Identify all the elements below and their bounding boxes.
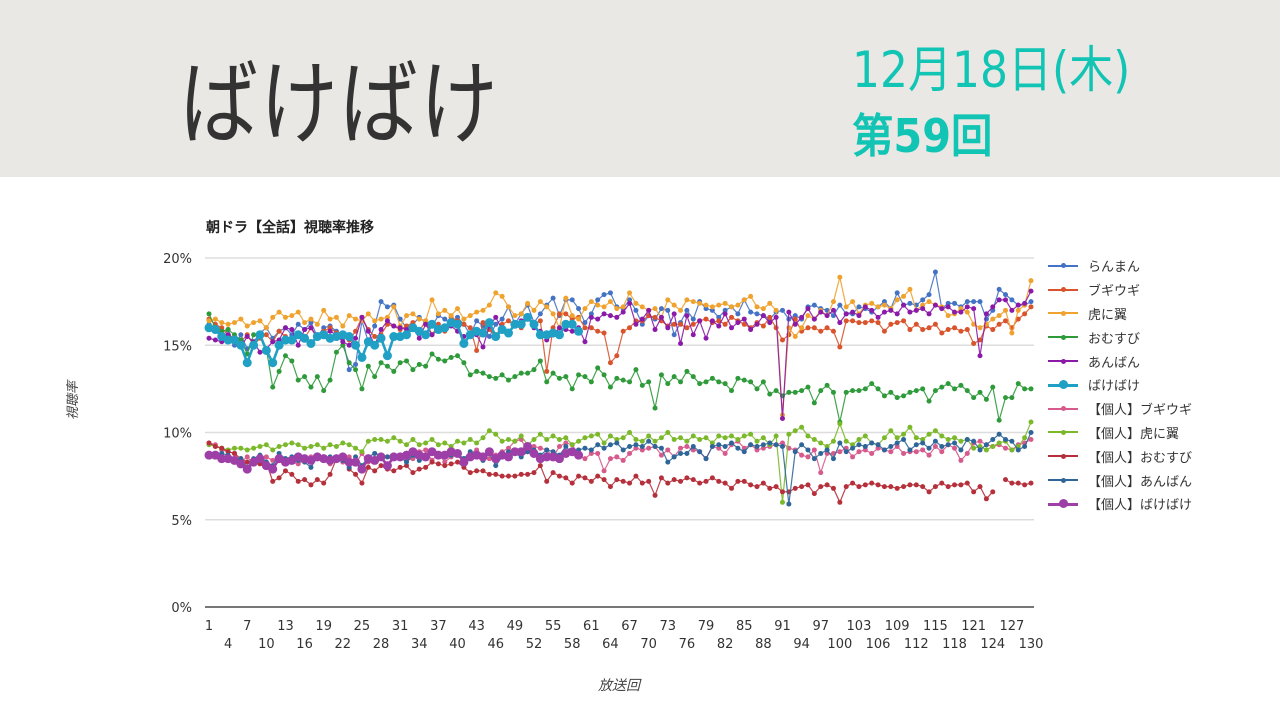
series-line [206,288,1034,422]
x-tick-label: 85 [736,619,753,634]
y-tick-label: 5% [171,514,192,529]
x-tick-label: 109 [885,619,910,634]
x-tick-label: 91 [774,619,791,634]
series-line [206,419,1034,505]
legend-item[interactable]: 【個人】おむすび [1048,444,1192,468]
x-tick-label: 58 [564,637,581,652]
x-tick-label: 100 [827,637,852,652]
x-tick-label: 55 [545,619,562,634]
x-tick-label: 22 [335,637,352,652]
legend-label: ブギウギ [1088,284,1141,300]
x-tick-label: 31 [392,619,409,634]
legend-label: らんまん [1088,260,1141,276]
x-tick-label: 97 [812,619,829,634]
x-tick-label: 16 [296,637,313,652]
legend-label: 【個人】虎に翼 [1088,426,1180,442]
series-line [204,441,584,474]
legend-label: 虎に翼 [1088,307,1128,323]
legend-line-marker-icon [1048,285,1078,295]
series-line [204,312,584,368]
x-tick-label: 40 [449,637,466,652]
x-tick-label: 49 [507,619,524,634]
x-tick-label: 124 [980,637,1005,652]
legend-item[interactable]: らんまん [1048,254,1192,278]
series-line [206,274,1034,418]
legend-label: ばけばけ [1088,379,1141,395]
x-tick-label: 82 [717,637,734,652]
x-tick-label: 79 [698,619,715,634]
chart-legend: らんまんブギウギ虎に翼おむすびあんばんばけばけ【個人】ブギウギ 【個人】虎に翼 【個… [1048,254,1192,516]
x-tick-label: 76 [679,637,696,652]
x-tick-label: 67 [621,619,638,634]
air-date: 12月18日(木) [852,41,1131,99]
legend-line-marker-icon [1048,427,1078,437]
x-tick-label: 7 [243,619,251,634]
x-tick-label: 61 [583,619,600,634]
x-tick-label: 25 [354,619,371,634]
y-tick-label: 15% [163,339,192,354]
x-tick-label: 10 [258,637,275,652]
chart-title: 朝ドラ【全話】視聴率推移 [206,220,374,236]
legend-item[interactable]: おむすび [1048,325,1192,349]
legend-line-marker-icon [1048,451,1078,461]
show-title: ばけばけ [180,51,500,158]
legend-label: 【個人】おむすび [1088,450,1193,466]
x-tick-label: 130 [1019,637,1044,652]
x-tick-label: 118 [942,637,967,652]
y-tick-label: 0% [171,601,192,616]
x-tick-label: 1 [205,619,213,634]
legend-line-marker-icon [1048,332,1078,342]
x-tick-label: 88 [755,637,772,652]
legend-line-marker-icon [1048,404,1078,414]
x-tick-label: 115 [923,619,948,634]
y-tick-label: 10% [163,427,192,442]
x-tick-label: 112 [904,637,929,652]
x-tick-label: 70 [640,637,657,652]
x-axis-label: 放送回 [598,678,640,694]
legend-line-marker-icon [1048,380,1078,390]
series-line [206,430,1034,507]
legend-line-marker-icon [1048,499,1078,509]
episode-number: 第59回 [852,109,993,163]
legend-item[interactable]: 【個人】虎に翼 [1048,421,1192,445]
legend-label: おむすび [1088,331,1141,347]
legend-line-marker-icon [1048,261,1078,271]
legend-item[interactable]: 【個人】ばけばけ [1048,492,1192,516]
x-tick-label: 28 [373,637,390,652]
y-tick-label: 20% [163,252,192,267]
legend-item[interactable]: 【個人】ブギウギ [1048,397,1192,421]
x-tick-label: 46 [487,637,504,652]
x-tick-label: 19 [315,619,332,634]
legend-item[interactable]: 虎に翼 [1048,302,1192,326]
x-tick-label: 13 [277,619,294,634]
legend-item[interactable]: あんばん [1048,349,1192,373]
x-tick-label: 52 [526,637,543,652]
legend-label: 【個人】ブギウギ [1088,403,1193,419]
legend-item[interactable]: 【個人】あんばん [1048,468,1192,492]
x-tick-label: 73 [660,619,677,634]
x-tick-label: 34 [411,637,428,652]
x-tick-label: 43 [468,619,485,634]
x-tick-label: 103 [847,619,872,634]
legend-item[interactable]: ばけばけ [1048,373,1192,397]
legend-line-marker-icon [1048,475,1078,485]
legend-line-marker-icon [1048,356,1078,366]
x-tick-label: 127 [999,619,1024,634]
header-banner: ばけばけ 12月18日(木) 第59回 [0,0,1280,177]
x-tick-label: 64 [602,637,619,652]
x-tick-label: 37 [430,619,447,634]
legend-item[interactable]: ブギウギ [1048,278,1192,302]
legend-line-marker-icon [1048,308,1078,318]
legend-label: あんばん [1088,355,1141,371]
x-tick-label: 4 [224,637,232,652]
x-tick-label: 121 [961,619,986,634]
x-tick-label: 106 [866,637,891,652]
legend-label: 【個人】ばけばけ [1088,498,1193,514]
legend-label: 【個人】あんばん [1088,474,1193,490]
x-tick-label: 94 [793,637,810,652]
